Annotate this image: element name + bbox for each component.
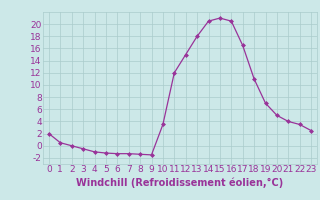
X-axis label: Windchill (Refroidissement éolien,°C): Windchill (Refroidissement éolien,°C) bbox=[76, 177, 284, 188]
